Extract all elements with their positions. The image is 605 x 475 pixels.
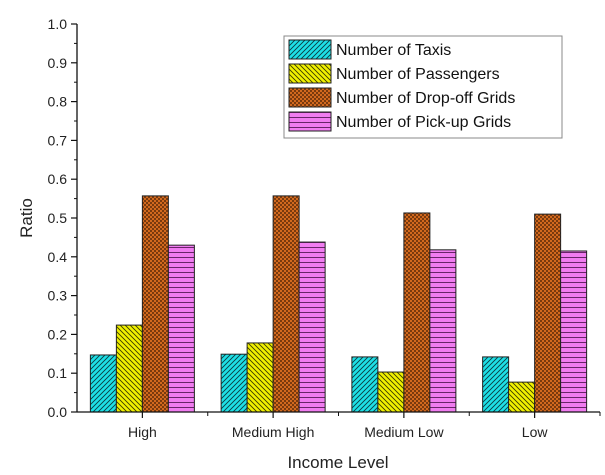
bar-number-of-drop-off-grids-low bbox=[534, 213, 562, 413]
x-tick-label-low: Low bbox=[522, 424, 549, 440]
y-axis-title: Ratio bbox=[17, 198, 36, 238]
legend-swatch-number-of-taxis bbox=[288, 39, 332, 60]
y-tick-label: 0.7 bbox=[48, 132, 68, 148]
x-axis-title: Income Level bbox=[287, 453, 388, 472]
bar-number-of-taxis-low bbox=[482, 356, 510, 413]
bar-number-of-pick-up-grids-high bbox=[167, 244, 195, 413]
axes-layer: 0.0 0.1 0.2 0.3 0.4 0.5 0.6 0.7 0.8 0.9 1.0 High Med… bbox=[48, 16, 601, 440]
bar-number-of-drop-off-grids-high bbox=[141, 195, 169, 413]
legend-label-number-of-passengers: Number of Passengers bbox=[336, 66, 500, 83]
y-tick-label: 0.2 bbox=[48, 326, 68, 342]
bar-number-of-passengers-high bbox=[115, 324, 143, 413]
legend: Number of Taxis Number of Passengers Numbe… bbox=[283, 35, 563, 139]
y-tick-label: 1.0 bbox=[48, 16, 68, 32]
y-tick-label: 0.3 bbox=[48, 288, 68, 304]
bar-number-of-taxis-medium-high bbox=[220, 353, 248, 413]
legend-label-number-of-pick-up-grids: Number of Pick-up Grids bbox=[336, 114, 511, 131]
bar-number-of-pick-up-grids-medium-high bbox=[298, 241, 326, 413]
bar-number-of-passengers-low bbox=[508, 381, 536, 413]
bar-number-of-taxis-high bbox=[89, 354, 117, 413]
bar-number-of-passengers-medium-high bbox=[246, 342, 274, 413]
bars-layer bbox=[89, 195, 588, 413]
bar-number-of-pick-up-grids-medium-low bbox=[429, 249, 457, 413]
legend-label-number-of-drop-off-grids: Number of Drop-off Grids bbox=[336, 90, 515, 107]
y-tick-label: 0.1 bbox=[48, 365, 68, 381]
legend-label-number-of-taxis: Number of Taxis bbox=[336, 42, 451, 59]
bar-number-of-pick-up-grids-low bbox=[560, 250, 588, 413]
bar-number-of-taxis-medium-low bbox=[351, 356, 379, 413]
y-tick-label: 0.0 bbox=[48, 404, 68, 420]
x-tick-label-medium-low: Medium Low bbox=[364, 424, 444, 440]
y-tick-label: 0.6 bbox=[48, 171, 68, 187]
legend-swatch-number-of-drop-off-grids bbox=[288, 87, 332, 108]
x-tick-label-high: High bbox=[128, 424, 157, 440]
y-tick-label: 0.5 bbox=[48, 210, 68, 226]
bar-number-of-drop-off-grids-medium-high bbox=[272, 195, 300, 413]
legend-swatch-number-of-passengers bbox=[288, 63, 332, 84]
bar-number-of-passengers-medium-low bbox=[377, 371, 405, 413]
y-tick-label: 0.4 bbox=[48, 249, 68, 265]
bar-number-of-drop-off-grids-medium-low bbox=[403, 212, 431, 413]
legend-swatch-number-of-pick-up-grids bbox=[288, 111, 332, 132]
y-tick-label: 0.8 bbox=[48, 94, 68, 110]
y-tick-label: 0.9 bbox=[48, 55, 68, 71]
x-tick-label-medium-high: Medium High bbox=[232, 424, 314, 440]
